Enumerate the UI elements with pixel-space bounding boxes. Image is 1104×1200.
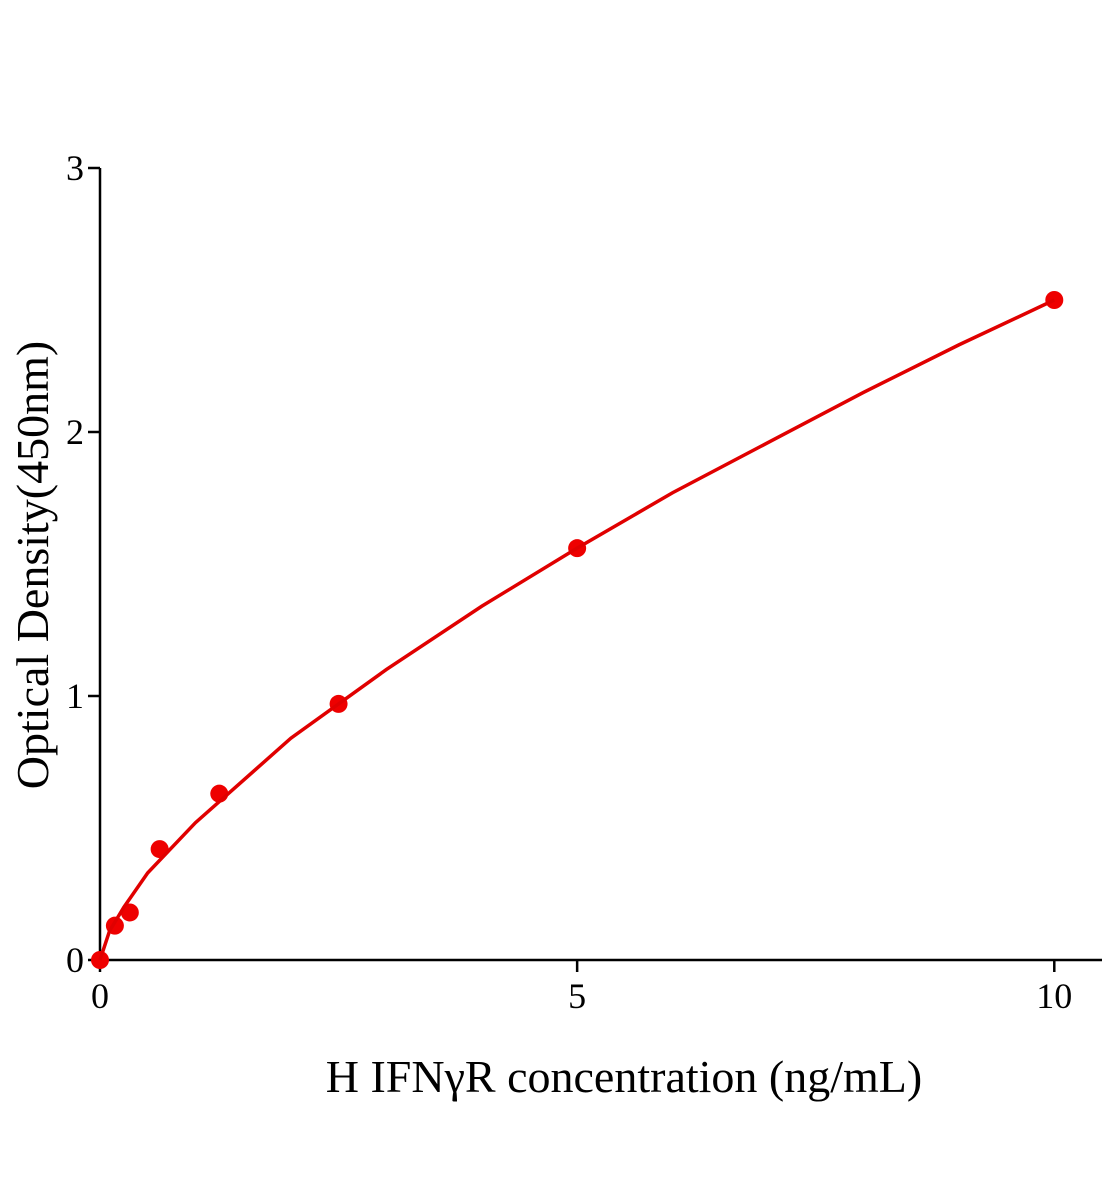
y-tick-label: 1 bbox=[66, 676, 84, 716]
x-tick-label: 10 bbox=[1036, 976, 1072, 1016]
y-tick-label: 2 bbox=[66, 412, 84, 452]
y-axis-label: Optical Density(450nm) bbox=[7, 341, 58, 789]
x-tick-label: 5 bbox=[568, 976, 586, 1016]
y-tick-label: 3 bbox=[66, 148, 84, 188]
fit-curve bbox=[98, 298, 1056, 961]
x-tick-label: 0 bbox=[91, 976, 109, 1016]
x-axis-label: H IFNγR concentration (ng/mL) bbox=[326, 1051, 922, 1102]
y-tick-label: 0 bbox=[66, 940, 84, 980]
